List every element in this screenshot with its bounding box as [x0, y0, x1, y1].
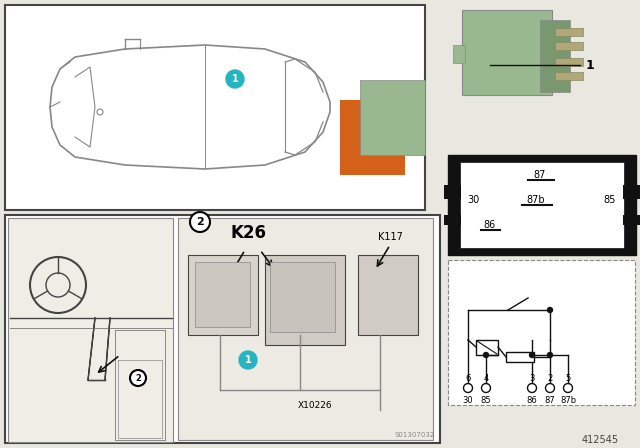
Bar: [555, 42, 583, 50]
Bar: [476, 340, 498, 355]
Circle shape: [547, 307, 552, 313]
Bar: [448, 155, 636, 255]
Bar: [188, 255, 258, 335]
Text: 1: 1: [232, 74, 238, 84]
Circle shape: [547, 353, 552, 358]
Text: 2: 2: [547, 374, 552, 383]
Bar: [462, 10, 552, 95]
Bar: [460, 162, 624, 248]
Bar: [540, 20, 570, 92]
Circle shape: [529, 353, 534, 358]
Text: 30: 30: [463, 396, 474, 405]
Bar: [453, 45, 465, 63]
Circle shape: [483, 353, 488, 358]
Bar: [555, 72, 583, 80]
Circle shape: [239, 351, 257, 369]
Text: S01307032: S01307032: [395, 432, 435, 438]
Bar: [178, 218, 433, 440]
Text: 85: 85: [481, 396, 492, 405]
Bar: [195, 262, 250, 327]
Bar: [623, 215, 640, 225]
Text: 85: 85: [604, 195, 616, 205]
Bar: [444, 215, 461, 225]
Text: X10226: X10226: [298, 401, 332, 409]
Text: 2: 2: [196, 217, 204, 227]
Circle shape: [226, 70, 244, 88]
Bar: [444, 185, 461, 199]
Text: 87: 87: [534, 170, 546, 180]
Bar: [358, 255, 418, 335]
Bar: [555, 28, 583, 36]
Bar: [5, 215, 440, 443]
Text: 412545: 412545: [581, 435, 619, 445]
Text: 87: 87: [545, 396, 556, 405]
Bar: [360, 80, 425, 155]
Text: 86: 86: [484, 220, 496, 230]
Bar: [265, 255, 345, 345]
Text: K117: K117: [378, 232, 403, 242]
Text: K26: K26: [230, 224, 266, 242]
Text: 87b: 87b: [560, 396, 576, 405]
Circle shape: [190, 212, 210, 232]
Text: 5: 5: [565, 374, 571, 383]
Bar: [8, 218, 173, 442]
Text: 1: 1: [244, 355, 252, 365]
Text: 30: 30: [467, 195, 479, 205]
Text: 87b: 87b: [527, 195, 545, 205]
Circle shape: [130, 370, 146, 386]
Bar: [270, 262, 335, 332]
Bar: [448, 260, 635, 405]
Bar: [5, 5, 425, 210]
Text: 1: 1: [586, 59, 595, 72]
Bar: [506, 352, 534, 362]
Bar: [340, 100, 405, 175]
Bar: [623, 185, 640, 199]
Text: 86: 86: [527, 396, 538, 405]
Text: 2: 2: [135, 374, 141, 383]
Text: 3: 3: [529, 374, 534, 383]
Bar: [555, 58, 583, 66]
Text: 6: 6: [465, 374, 470, 383]
Text: 4: 4: [483, 374, 488, 383]
